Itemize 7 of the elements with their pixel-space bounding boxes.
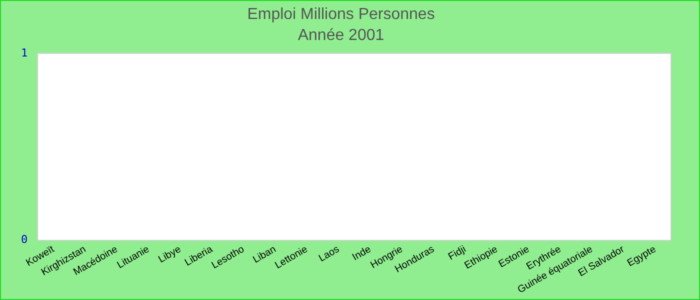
x-tick-label: Laos — [317, 244, 342, 264]
chart-title: Emploi Millions Personnes — [247, 6, 435, 24]
y-tick-label: 0 — [21, 233, 28, 246]
y-tick-label: 1 — [21, 46, 28, 60]
x-tick-label: Inde — [350, 244, 374, 264]
x-tick-label: Libye — [156, 244, 184, 266]
chart-subtitle: Année 2001 — [298, 27, 384, 44]
